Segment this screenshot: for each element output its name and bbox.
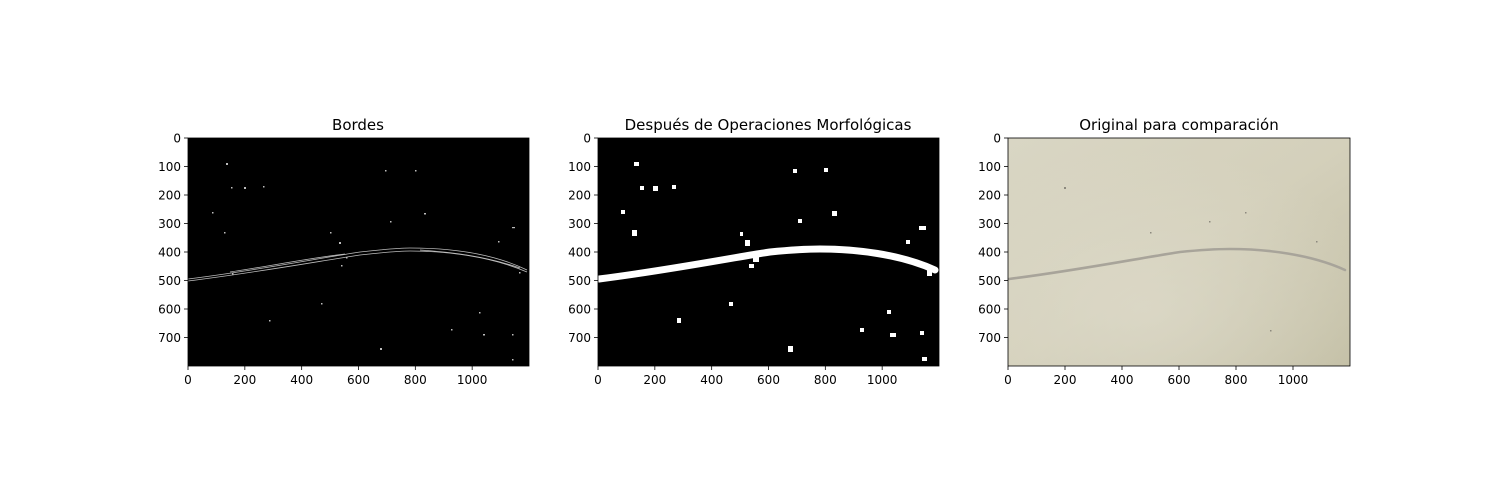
y-tick-label: 300: [568, 217, 591, 231]
y-tick-label: 500: [568, 274, 591, 288]
y-axis: 0 100 200 300 400 500 600 700: [158, 132, 188, 345]
x-tick-label: 800: [1225, 373, 1248, 387]
x-axis: 0 200 400 600 800 1000: [594, 366, 897, 387]
x-tick-label: 200: [643, 373, 666, 387]
crack-line: [1007, 247, 1347, 281]
y-tick-label: 700: [568, 331, 591, 345]
y-tick-label: 200: [568, 189, 591, 203]
x-tick-label: 400: [700, 373, 723, 387]
y-tick-label: 600: [978, 303, 1001, 317]
y-axis: 0 100 200 300 400 500 600 700: [568, 132, 598, 345]
x-tick-label: 0: [1004, 373, 1012, 387]
x-tick-label: 200: [1054, 373, 1077, 387]
y-tick-label: 100: [568, 160, 591, 174]
y-tick-label: 400: [158, 246, 181, 260]
x-tick-label: 1000: [457, 373, 488, 387]
x-tick-label: 400: [1111, 373, 1134, 387]
panel-title: Bordes: [332, 116, 384, 134]
y-tick-label: 100: [978, 160, 1001, 174]
y-tick-label: 0: [583, 132, 591, 146]
x-tick-label: 800: [404, 373, 427, 387]
y-tick-label: 0: [173, 132, 181, 146]
y-tick-label: 600: [158, 303, 181, 317]
x-tick-label: 200: [233, 373, 256, 387]
y-tick-label: 200: [978, 189, 1001, 203]
axes-frame: [1007, 137, 1351, 367]
x-tick-label: 1000: [1278, 373, 1309, 387]
y-tick-label: 0: [993, 132, 1001, 146]
mask-blobs: [621, 162, 932, 361]
y-axis: 0 100 200 300 400 500 600 700: [978, 132, 1008, 345]
x-tick-label: 600: [1168, 373, 1191, 387]
y-tick-label: 500: [978, 274, 1001, 288]
y-tick-label: 400: [978, 246, 1001, 260]
original-specks: [1064, 187, 1318, 332]
y-tick-label: 700: [978, 331, 1001, 345]
y-tick-label: 600: [568, 303, 591, 317]
panel-bordes: Bordes 0 200 400 600 800 1000 0 100 200 300 400 50…: [158, 116, 530, 387]
y-tick-label: 100: [158, 160, 181, 174]
edge-curves: [187, 247, 528, 282]
crack-mask: [595, 245, 939, 283]
x-tick-label: 600: [347, 373, 370, 387]
panel-original: Original para comparación 0 200 400 600 800 1…: [978, 116, 1351, 387]
x-tick-label: 400: [290, 373, 313, 387]
axes-frame: [187, 137, 530, 367]
panel-title: Después de Operaciones Morfológicas: [625, 116, 912, 134]
x-axis: 0 200 400 600 800 1000: [1004, 366, 1308, 387]
x-tick-label: 1000: [867, 373, 898, 387]
y-tick-label: 500: [158, 274, 181, 288]
x-tick-label: 0: [184, 373, 192, 387]
y-tick-label: 200: [158, 189, 181, 203]
y-tick-label: 400: [568, 246, 591, 260]
y-tick-label: 300: [978, 217, 1001, 231]
y-tick-label: 700: [158, 331, 181, 345]
x-tick-label: 600: [757, 373, 780, 387]
x-axis: 0 200 400 600 800 1000: [184, 366, 487, 387]
x-tick-label: 800: [814, 373, 837, 387]
panel-morfologicas: Después de Operaciones Morfológicas 0 200…: [568, 116, 940, 387]
axes-frame: [597, 137, 940, 367]
x-tick-label: 0: [594, 373, 602, 387]
panel-title: Original para comparación: [1079, 116, 1279, 134]
y-tick-label: 300: [158, 217, 181, 231]
edge-specks: [212, 163, 521, 361]
